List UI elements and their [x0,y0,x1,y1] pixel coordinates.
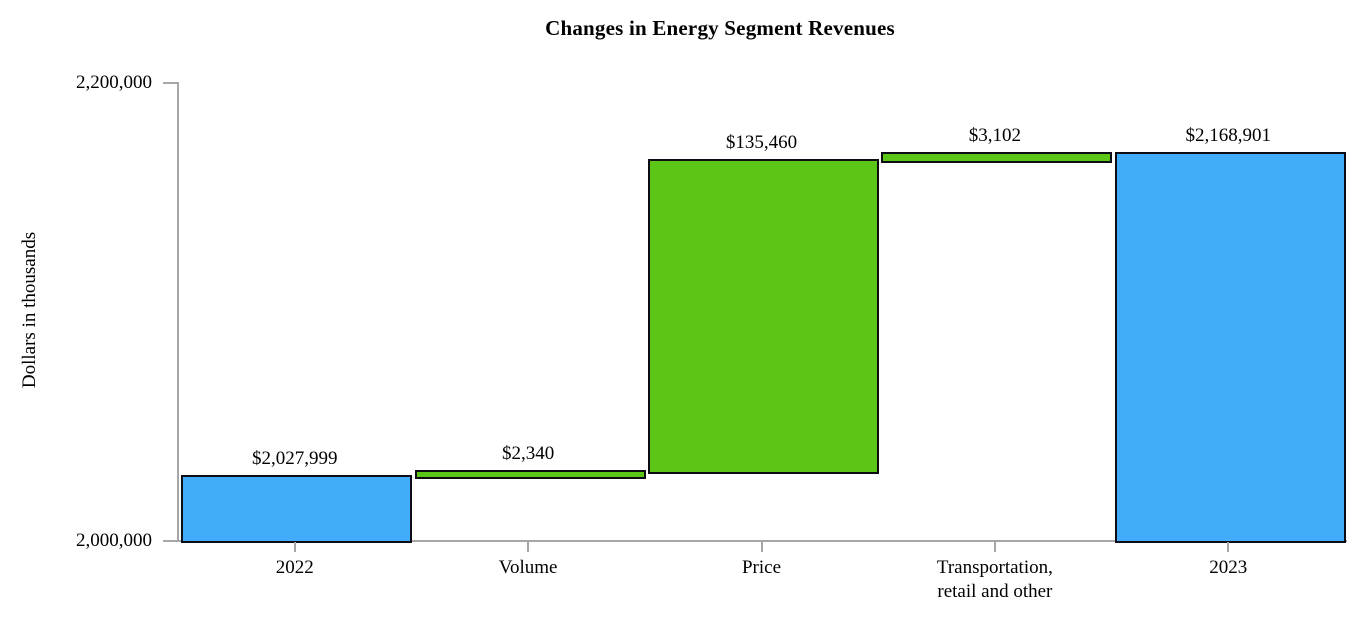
x-tickmark-transportation-retail-and-other [993,542,996,552]
y-axis-top-tickmark [163,82,179,84]
value-label-volume: $2,340 [501,442,555,464]
bar-volume [414,469,646,479]
bar-2023 [1114,152,1346,543]
category-label-price: Price [645,556,879,580]
value-label-2022: $2,027,999 [251,447,338,469]
bar-price [648,159,879,474]
category-label-line: Price [741,557,782,578]
category-label-transportation-retail-and-other: Transportation, retail and other [878,556,1112,604]
bar-transportation-retail-and-other [881,152,1113,164]
category-label-line: retail and other [937,581,1053,602]
x-tickmark-2023 [1227,542,1230,552]
x-axis-line [163,540,1347,542]
category-label-volume: Volume [411,556,645,580]
category-label-line: 2022 [275,557,314,578]
x-tickmark-volume [527,542,530,552]
x-tickmark-2022 [293,542,296,552]
y-tick-label-top: 2,200,000 [76,72,152,93]
value-label-price: $135,460 [725,132,798,154]
category-label-line: Volume [498,557,558,578]
chart-title: Changes in Energy Segment Revenues [545,16,895,40]
value-label-transportation-retail-and-other: $3,102 [968,125,1022,147]
category-label-line: 2023 [1209,557,1248,578]
category-label-2022: 2022 [178,556,412,580]
category-label-2023: 2023 [1111,556,1345,580]
y-tick-label-bottom: 2,000,000 [76,530,152,551]
bar-2022 [181,474,413,543]
category-label-line: Transportation, [936,557,1053,578]
y-axis-line [177,83,179,541]
value-label-2023: $2,168,901 [1185,125,1272,147]
x-tickmark-price [760,542,763,552]
